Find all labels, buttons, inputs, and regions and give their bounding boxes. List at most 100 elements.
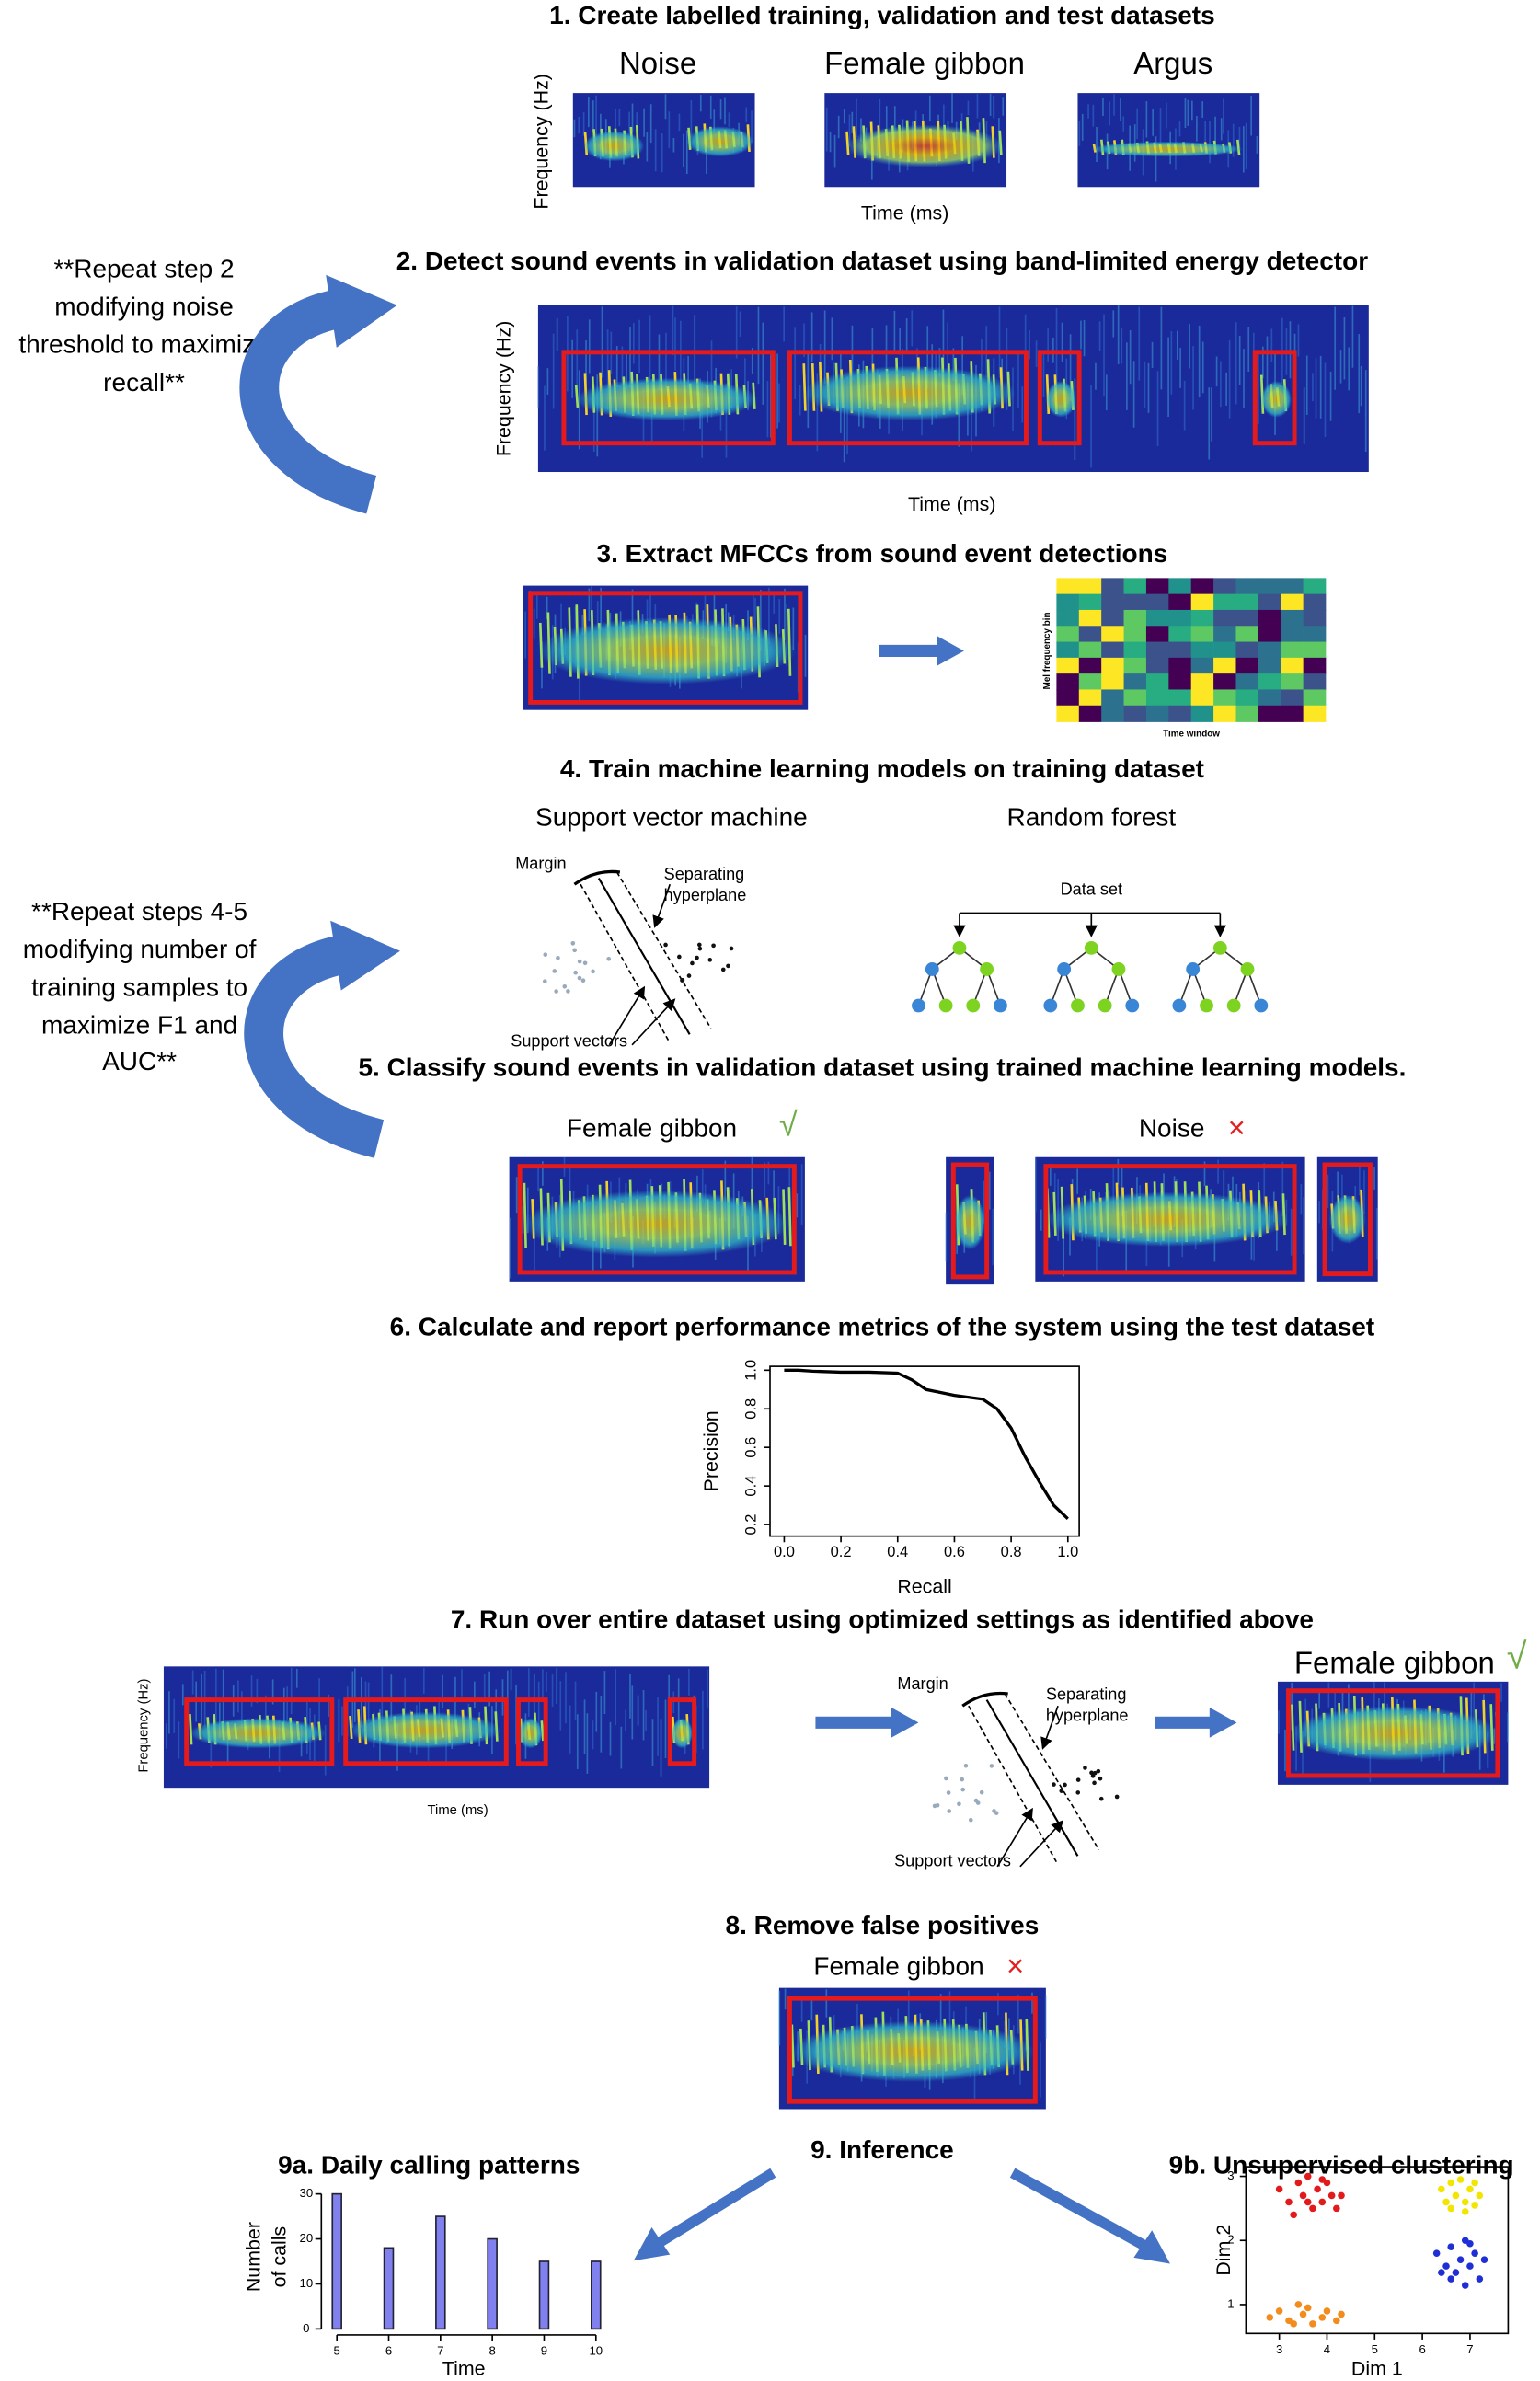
x-axis-label: Recall bbox=[897, 1575, 951, 1597]
svm-point bbox=[573, 970, 578, 975]
mfcc-cell bbox=[1078, 609, 1102, 627]
mfcc-cell bbox=[1235, 705, 1259, 722]
svm-point bbox=[690, 960, 695, 966]
spectrogram bbox=[163, 1666, 710, 1789]
x-tick-label: 0.2 bbox=[831, 1544, 852, 1560]
detection-box bbox=[1322, 1162, 1373, 1277]
margin-brace bbox=[573, 869, 621, 886]
svm-point bbox=[695, 955, 699, 960]
scatter-point bbox=[1461, 2282, 1469, 2289]
mfcc-cell bbox=[1123, 657, 1147, 674]
mfcc-cell bbox=[1235, 578, 1259, 595]
correct-mark: √ bbox=[779, 1105, 798, 1143]
tree-node bbox=[1254, 998, 1269, 1013]
tree-node bbox=[1084, 940, 1098, 955]
mfcc-cell bbox=[1078, 641, 1102, 659]
mfcc-cell bbox=[1258, 626, 1281, 643]
scatter-point bbox=[1466, 2185, 1474, 2193]
mfcc-cell bbox=[1303, 593, 1327, 611]
mfcc-cell bbox=[1168, 689, 1192, 707]
scatter-point bbox=[1447, 2179, 1454, 2187]
svm-point bbox=[944, 1776, 948, 1781]
svm-label: Support vectors bbox=[894, 1852, 1011, 1870]
spectrogram-call bbox=[802, 363, 807, 411]
mfcc-cell bbox=[1190, 673, 1214, 691]
spectrogram bbox=[572, 93, 755, 188]
x-tick-label: 9 bbox=[541, 2344, 547, 2358]
svm-point bbox=[935, 1802, 940, 1808]
scatter-point bbox=[1318, 2314, 1327, 2321]
tree-node bbox=[1071, 998, 1085, 1013]
tree-node bbox=[1043, 998, 1058, 1013]
class-label: Female gibbon bbox=[1294, 1645, 1495, 1679]
y-tick-label: 0 bbox=[303, 2321, 309, 2335]
scatter-point bbox=[1456, 2176, 1465, 2183]
spectrogram-energy bbox=[671, 1718, 693, 1749]
axis-label: Time (ms) bbox=[861, 202, 949, 224]
spectrogram bbox=[537, 305, 1369, 473]
scatter-point bbox=[1318, 2176, 1327, 2183]
mfcc-cell bbox=[1078, 689, 1102, 707]
class-label: Female gibbon bbox=[813, 1952, 983, 1981]
flow-arrow-head bbox=[633, 2226, 671, 2261]
x-tick-label: 4 bbox=[1324, 2342, 1330, 2356]
mfcc-cell bbox=[1123, 626, 1147, 643]
scatter-point bbox=[1442, 2198, 1450, 2206]
svm-point bbox=[979, 1789, 984, 1795]
scatter-point bbox=[1466, 2262, 1474, 2270]
svm-point bbox=[989, 1764, 994, 1768]
spectrogram-energy bbox=[791, 2020, 1034, 2082]
mfcc-cell bbox=[1168, 609, 1192, 627]
scatter-point bbox=[1442, 2262, 1450, 2270]
mfcc-cell bbox=[1078, 626, 1102, 643]
scatter-point bbox=[1299, 2310, 1307, 2318]
mfcc-cell bbox=[1281, 593, 1304, 611]
svm-point bbox=[1098, 1796, 1104, 1801]
spectrogram-call bbox=[787, 1187, 792, 1247]
mfcc-cell bbox=[1213, 705, 1236, 722]
spectrogram-energy bbox=[1291, 1706, 1498, 1761]
svm-point bbox=[1075, 1777, 1081, 1782]
scatter-point bbox=[1432, 2249, 1441, 2257]
mfcc-cell bbox=[1190, 626, 1214, 643]
svm-point bbox=[686, 973, 692, 978]
axis-label: Frequency (Hz) bbox=[492, 321, 514, 457]
axis-label: Frequency (Hz) bbox=[531, 74, 553, 210]
tree-node bbox=[912, 998, 925, 1013]
spectrogram-energy bbox=[955, 1194, 985, 1250]
mfcc-cell bbox=[1213, 657, 1236, 674]
svm-label: Margin bbox=[897, 1674, 948, 1693]
svm-point bbox=[1096, 1768, 1101, 1774]
spectrogram-call bbox=[790, 2024, 795, 2068]
flow-arrow bbox=[1009, 2168, 1147, 2250]
x-tick-label: 7 bbox=[1466, 2342, 1473, 2356]
scatter-point bbox=[1466, 2239, 1474, 2248]
spectrogram bbox=[778, 1987, 1047, 2110]
scatter-point bbox=[1471, 2179, 1478, 2187]
svm-point bbox=[680, 978, 685, 983]
mfcc-cell bbox=[1213, 641, 1236, 659]
scatter-point bbox=[1309, 2320, 1316, 2328]
scatter-point bbox=[1438, 2269, 1445, 2276]
mfcc-cell bbox=[1101, 673, 1124, 691]
scatter-point bbox=[1318, 2198, 1327, 2206]
scatter-point bbox=[1447, 2204, 1454, 2213]
spectrogram-energy bbox=[1091, 141, 1244, 157]
spectrogram-energy bbox=[523, 1190, 790, 1258]
svm-point bbox=[960, 1777, 965, 1782]
svm-label: Support vectors bbox=[511, 1031, 627, 1050]
mfcc-cell bbox=[1213, 673, 1236, 691]
mfcc-cell bbox=[1303, 705, 1327, 722]
mfcc-cell bbox=[1145, 593, 1169, 611]
scatter-point bbox=[1275, 2185, 1283, 2193]
mfcc-cell bbox=[1258, 673, 1281, 691]
axis-label: Frequency (Hz) bbox=[136, 1679, 151, 1773]
x-tick-label: 0.4 bbox=[887, 1544, 908, 1560]
svm-pointer bbox=[1040, 1705, 1059, 1750]
scatter-point bbox=[1304, 2198, 1312, 2206]
repeat-note: threshold to maximize bbox=[18, 330, 269, 359]
mfcc-cell bbox=[1056, 626, 1080, 643]
detection-box bbox=[343, 1697, 509, 1766]
mfcc-cell bbox=[1281, 705, 1304, 722]
detection-box bbox=[528, 591, 803, 705]
